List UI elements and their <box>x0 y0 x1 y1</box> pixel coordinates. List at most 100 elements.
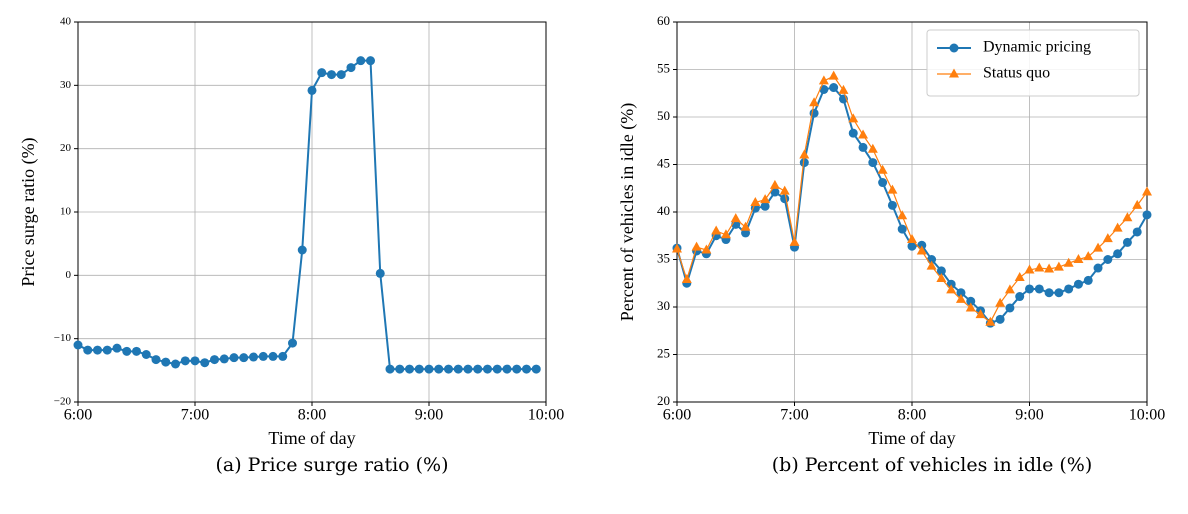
x-axis-label: Time of day <box>268 428 355 448</box>
y-axis-label: Percent of vehicles in idle (%) <box>617 103 638 321</box>
data-point <box>877 164 888 174</box>
data-point <box>809 97 820 107</box>
data-point <box>1024 264 1035 274</box>
data-point <box>995 314 1005 324</box>
data-point <box>502 364 512 374</box>
x-tick-label: 6:00 <box>663 407 691 424</box>
x-axis-label: Time of day <box>868 428 955 448</box>
x-tick-label: 10:00 <box>1129 407 1165 424</box>
data-point <box>1004 284 1015 294</box>
data-point <box>858 129 869 139</box>
y-tick-label: 20 <box>657 393 670 408</box>
data-point <box>1142 210 1152 220</box>
legend-marker <box>949 68 959 78</box>
data-point <box>102 345 112 355</box>
y-tick-label: 30 <box>657 298 670 313</box>
caption: (b) Percent of vehicles in idle (%) <box>772 454 1092 476</box>
data-point <box>1142 186 1152 196</box>
data-point <box>1132 199 1143 209</box>
data-point <box>1005 303 1015 313</box>
x-tick-label: 6:00 <box>64 407 92 424</box>
data-point <box>366 56 375 66</box>
data-point <box>1054 288 1064 298</box>
data-point <box>1132 227 1142 237</box>
data-point <box>1112 222 1123 232</box>
data-point <box>779 185 790 195</box>
data-point <box>799 149 810 159</box>
data-point <box>73 340 83 350</box>
data-point <box>907 234 917 244</box>
data-point <box>1073 254 1084 263</box>
data-point <box>1064 284 1074 294</box>
legend-marker <box>949 43 959 53</box>
data-point <box>1034 284 1044 294</box>
x-tick-label: 7:00 <box>181 407 209 424</box>
data-point <box>327 70 336 80</box>
data-point <box>288 338 297 348</box>
data-point <box>180 356 190 366</box>
y-tick-label: −10 <box>54 332 72 344</box>
data-point <box>956 288 966 298</box>
y-tick-label: 45 <box>657 155 670 170</box>
data-point <box>818 75 829 85</box>
y-tick-label: 30 <box>60 79 72 91</box>
y-tick-label: 20 <box>60 142 72 154</box>
y-tick-label: 25 <box>657 345 670 360</box>
panel: 6:00 7:00 8:00 9:00 10:00 −20 −10 0 10 20 30 40 Time… <box>18 16 564 476</box>
data-point <box>730 213 741 223</box>
data-point <box>672 243 682 253</box>
x-tick-label: 9:00 <box>415 407 443 424</box>
data-point <box>1093 263 1103 273</box>
data-point <box>161 357 171 367</box>
data-point <box>829 83 839 93</box>
data-point <box>1122 212 1133 222</box>
data-point <box>1102 233 1113 243</box>
data-point <box>926 260 937 270</box>
data-point <box>512 364 522 374</box>
x-tick-label: 10:00 <box>528 407 564 424</box>
data-point <box>1103 255 1113 264</box>
data-point <box>483 364 492 374</box>
data-point <box>701 244 712 254</box>
data-point <box>966 296 976 306</box>
data-point <box>1015 292 1025 302</box>
y-tick-label: −20 <box>54 396 72 408</box>
data-point <box>463 364 473 374</box>
data-point <box>219 354 229 364</box>
data-point <box>946 284 957 294</box>
data-point <box>878 178 888 188</box>
data-point <box>385 364 395 374</box>
y-tick-label: 60 <box>657 13 670 28</box>
legend-frame <box>926 29 1140 97</box>
y-tick-label: 40 <box>60 16 72 28</box>
data-point <box>1014 272 1025 282</box>
data-point <box>740 221 751 231</box>
data-point <box>916 245 927 255</box>
data-point <box>200 358 210 368</box>
caption: (a) Price surge ratio (%) <box>215 454 448 476</box>
data-point <box>858 142 868 152</box>
y-tick-label: 10 <box>60 206 72 218</box>
data-point <box>492 364 502 374</box>
data-point <box>760 194 771 204</box>
data-point <box>93 345 102 355</box>
data-point <box>258 351 268 361</box>
data-point <box>760 201 770 211</box>
data-point <box>210 355 219 365</box>
data-point <box>985 316 996 326</box>
x-tick-label: 9:00 <box>1015 407 1043 424</box>
data-point <box>780 194 790 204</box>
data-point <box>1113 249 1123 259</box>
data-point <box>1122 237 1132 247</box>
plot-frame <box>77 21 547 403</box>
data-point <box>1063 257 1074 267</box>
data-point <box>414 364 424 374</box>
data-point <box>132 346 141 356</box>
data-point <box>112 343 122 353</box>
data-point <box>1073 279 1083 289</box>
data-point <box>897 210 908 220</box>
data-point <box>531 364 541 374</box>
data-point <box>1044 263 1055 273</box>
data-point <box>711 225 722 235</box>
data-point <box>1025 284 1034 294</box>
